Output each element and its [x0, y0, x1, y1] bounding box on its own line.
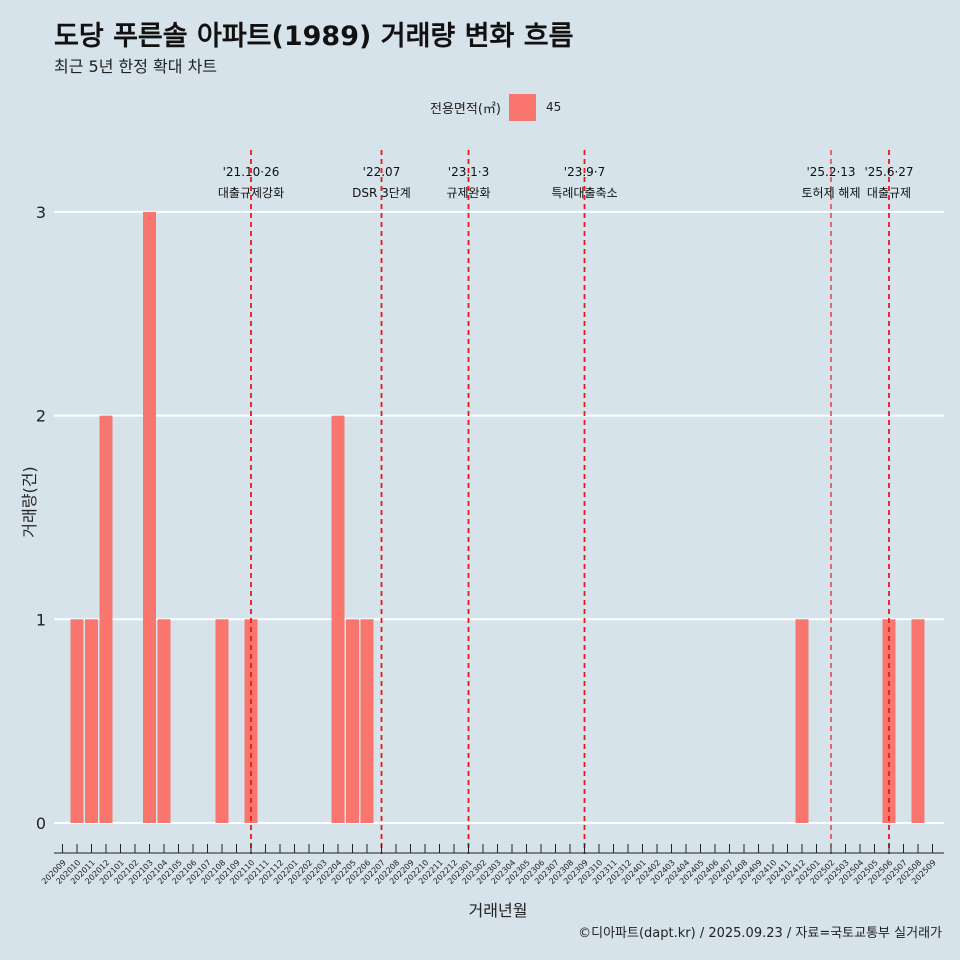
y-axis-label: 거래량(건)	[20, 466, 39, 538]
bar	[143, 211, 156, 823]
legend-swatch	[508, 93, 536, 121]
legend: 전용면적(㎡) 45	[430, 93, 561, 121]
event-date-label: '25.2·13	[806, 165, 855, 179]
chart-title: 도당 푸른솔 아파트(1989) 거래량 변화 흐름	[54, 21, 574, 52]
event-date-label: '21.10·26	[223, 165, 280, 179]
event-date-label: '23.1·3	[448, 165, 489, 179]
event-label: 특례대출축소	[551, 186, 617, 200]
bar	[215, 619, 229, 823]
legend-title: 전용면적(㎡)	[430, 101, 501, 117]
y-tick-label: 1	[36, 610, 46, 629]
bar	[346, 619, 359, 823]
bar	[331, 415, 345, 823]
event-date-label: '23.9·7	[564, 165, 605, 179]
bar	[795, 619, 809, 823]
event-label: 토허제 해제	[801, 186, 860, 200]
bar	[85, 619, 98, 823]
bar	[70, 619, 84, 823]
event-date-label: '22.07	[363, 165, 401, 179]
y-tick-label: 3	[36, 203, 46, 222]
event-label: DSR 3단계	[352, 186, 411, 200]
bar	[157, 619, 171, 823]
y-tick-label: 0	[36, 814, 46, 833]
event-label: 대출규제	[867, 186, 911, 200]
y-tick-label: 2	[36, 407, 46, 426]
event-label: 대출규제강화	[218, 186, 284, 200]
event-date-label: '25.6·27	[864, 165, 913, 179]
bar	[911, 619, 925, 823]
chart-subtitle: 최근 5년 한정 확대 차트	[54, 57, 218, 76]
bar	[99, 415, 113, 823]
chart-caption: ©디아파트(dapt.kr) / 2025.09.23 / 자료=국토교통부 실…	[578, 926, 942, 941]
event-label: 규제완화	[446, 186, 490, 200]
x-axis-label: 거래년월	[468, 901, 528, 920]
bar	[360, 619, 374, 823]
legend-label: 45	[545, 100, 562, 114]
